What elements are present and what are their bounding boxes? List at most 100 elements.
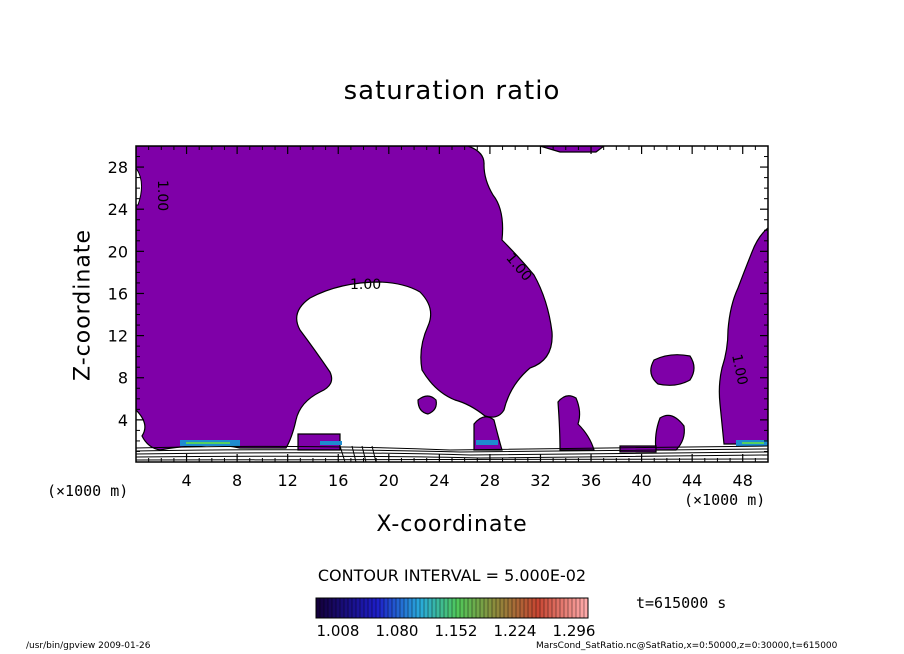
purple-blob-7 (619, 445, 657, 453)
colorbar-cell (448, 598, 453, 618)
colorbar-cell (484, 598, 489, 618)
colorbar-cell (444, 598, 449, 618)
purple-blob-5 (654, 414, 685, 451)
colorbar-cell (432, 598, 437, 618)
colorbar-cell (492, 598, 497, 618)
colorbar-cell (424, 598, 429, 618)
colorbar-cell (556, 598, 561, 618)
y-tick-label: 24 (108, 200, 128, 219)
colorbar-cell (520, 598, 525, 618)
colorbar-cell (404, 598, 409, 618)
colorbar-cell (388, 598, 393, 618)
colorbar-cell (512, 598, 517, 618)
purple-region-right (718, 227, 768, 445)
colorbar-cell (324, 598, 329, 618)
colorbar-cell (456, 598, 461, 618)
colorbar-cell (384, 598, 389, 618)
x-tick-label: 4 (181, 471, 191, 490)
x-tick-label: 12 (278, 471, 298, 490)
colorbar-cell (468, 598, 473, 618)
colorbar-cell (500, 598, 505, 618)
purple-blob-4 (473, 416, 503, 451)
colorbar-cell (344, 598, 349, 618)
colorbar-cell (532, 598, 537, 618)
colorbar-tick-label: 1.152 (435, 622, 478, 640)
colorbar-frame (315, 597, 589, 619)
x-tick-label: 40 (631, 471, 651, 490)
purple-blob-2 (417, 395, 437, 415)
colorbar-cell (408, 598, 413, 618)
colorbar-cell (568, 598, 573, 618)
x-tick-label: 8 (232, 471, 242, 490)
colorbar-cell (380, 598, 385, 618)
y-tick-label: 4 (118, 411, 128, 430)
colorbar-cell (536, 598, 541, 618)
colorbar-cell (336, 598, 341, 618)
colorbar-cell (584, 598, 589, 618)
plot-area: 1.00 1.00 1.00 1.00 (136, 146, 768, 462)
colorbar-cell (544, 598, 549, 618)
colorbar-tick-label: 1.008 (317, 622, 360, 640)
colorbar-cell (328, 598, 333, 618)
colorbar-cell (472, 598, 477, 618)
purple-region-left (136, 146, 605, 451)
y-tick-label: 12 (108, 327, 128, 346)
z-axis-unit: (×1000 m) (47, 482, 129, 500)
colorbar-cell (572, 598, 577, 618)
purple-blob-3 (557, 395, 595, 451)
x-tick-label: 20 (379, 471, 399, 490)
colorbar-cell (428, 598, 433, 618)
colorbar-cell (316, 598, 321, 618)
chart-title: saturation ratio (343, 76, 561, 106)
ground-band-green (186, 442, 230, 444)
ground-band-green-2 (742, 442, 764, 444)
colorbar-cell (352, 598, 357, 618)
colorbar-cell (564, 598, 569, 618)
colorbar-tick-label: 1.080 (376, 622, 419, 640)
x-tick-label: 48 (733, 471, 753, 490)
colorbar-cell (496, 598, 501, 618)
footer-right: MarsCond_SatRatio.nc@SatRatio,x=0:50000,… (536, 641, 838, 651)
colorbar-cell (464, 598, 469, 618)
purple-blob-1 (650, 354, 695, 386)
contour-label-3: 1.00 (728, 353, 750, 387)
colorbar-cell (580, 598, 585, 618)
colorbar-cell (524, 598, 529, 618)
x-tick-label: 16 (328, 471, 348, 490)
colorbar-cell (332, 598, 337, 618)
colorbar-cell (356, 598, 361, 618)
ground-band-blue-3 (476, 440, 498, 445)
x-tick-label: 28 (480, 471, 500, 490)
colorbar-cell (576, 598, 581, 618)
y-axis-label: Z-coordinate (70, 229, 96, 381)
colorbar-cell (528, 598, 533, 618)
x-axis-label: X-coordinate (376, 512, 528, 537)
contour-label-1: 1.00 (350, 277, 381, 293)
y-tick-label: 16 (108, 284, 128, 303)
colorbar-cell (396, 598, 401, 618)
colorbar-cell (440, 598, 445, 618)
x-tick-label: 24 (429, 471, 449, 490)
colorbar-cell (376, 598, 381, 618)
colorbar-cell (436, 598, 441, 618)
colorbar-cell (368, 598, 373, 618)
colorbar-tick-label: 1.224 (494, 622, 537, 640)
colorbar-cell (412, 598, 417, 618)
colorbar-cell (372, 598, 377, 618)
colorbar-cell (400, 598, 405, 618)
x-tick-label: 44 (682, 471, 702, 490)
time-label: t=615000 s (636, 594, 727, 612)
colorbar-cell (516, 598, 521, 618)
colorbar-cell (476, 598, 481, 618)
y-tick-label: 20 (108, 242, 128, 261)
x-axis-unit: (×1000 m) (684, 491, 766, 509)
contour-interval: CONTOUR INTERVAL = 5.000E-02 (317, 566, 587, 585)
y-tick-label: 8 (118, 369, 128, 388)
footer-left: /usr/bin/gpview 2009-01-26 (26, 641, 151, 651)
colorbar-cell (360, 598, 365, 618)
colorbar-cell (420, 598, 425, 618)
colorbar-cell (480, 598, 485, 618)
colorbar-cell (504, 598, 509, 618)
